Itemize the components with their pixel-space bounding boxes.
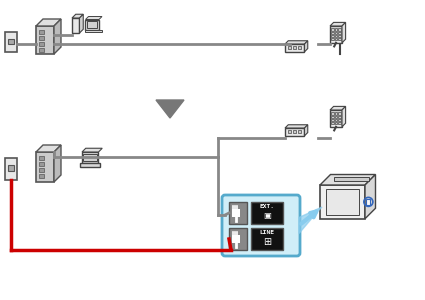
FancyBboxPatch shape [222,195,300,256]
FancyBboxPatch shape [335,32,337,34]
FancyBboxPatch shape [72,18,79,33]
FancyBboxPatch shape [288,130,291,133]
Polygon shape [330,22,346,26]
FancyBboxPatch shape [330,110,342,127]
Polygon shape [85,16,102,20]
FancyBboxPatch shape [338,32,341,34]
Text: ⊞: ⊞ [263,237,271,247]
FancyBboxPatch shape [366,199,370,205]
FancyBboxPatch shape [229,202,247,224]
Polygon shape [72,14,83,18]
FancyBboxPatch shape [39,36,44,40]
FancyBboxPatch shape [39,168,44,172]
Polygon shape [365,175,376,219]
Polygon shape [156,100,184,118]
Polygon shape [79,14,83,33]
FancyBboxPatch shape [39,30,44,34]
FancyBboxPatch shape [338,35,341,37]
Polygon shape [342,22,346,43]
FancyBboxPatch shape [85,30,102,32]
FancyBboxPatch shape [331,35,334,37]
Polygon shape [285,41,308,44]
Polygon shape [36,145,61,152]
FancyBboxPatch shape [293,130,296,133]
FancyBboxPatch shape [39,174,44,178]
Polygon shape [304,125,308,136]
FancyBboxPatch shape [39,162,44,166]
FancyBboxPatch shape [5,158,17,180]
FancyBboxPatch shape [331,112,334,115]
FancyBboxPatch shape [335,112,337,115]
FancyBboxPatch shape [335,28,337,31]
FancyBboxPatch shape [335,119,337,121]
FancyBboxPatch shape [326,189,359,215]
FancyBboxPatch shape [80,163,100,167]
FancyBboxPatch shape [82,152,99,163]
FancyBboxPatch shape [229,228,247,250]
Polygon shape [330,106,346,110]
Polygon shape [342,106,346,127]
FancyBboxPatch shape [331,119,334,121]
FancyBboxPatch shape [298,46,301,49]
FancyBboxPatch shape [335,116,337,118]
Polygon shape [320,175,376,185]
FancyBboxPatch shape [335,122,337,124]
FancyBboxPatch shape [87,21,97,28]
FancyBboxPatch shape [285,128,304,136]
FancyBboxPatch shape [39,42,44,46]
FancyBboxPatch shape [338,38,341,40]
Polygon shape [285,125,308,128]
Text: LINE: LINE [260,230,275,235]
FancyBboxPatch shape [331,38,334,40]
FancyBboxPatch shape [335,35,337,37]
FancyBboxPatch shape [36,152,54,182]
Polygon shape [304,41,308,52]
FancyBboxPatch shape [251,202,283,224]
Polygon shape [54,145,61,182]
FancyBboxPatch shape [36,26,54,54]
FancyBboxPatch shape [5,32,17,52]
Text: ▣: ▣ [263,211,271,220]
FancyBboxPatch shape [39,156,44,160]
FancyBboxPatch shape [335,38,337,40]
FancyBboxPatch shape [338,122,341,124]
FancyBboxPatch shape [232,235,240,243]
FancyBboxPatch shape [334,177,369,181]
Text: EXT.: EXT. [260,204,275,209]
FancyBboxPatch shape [8,165,14,171]
FancyBboxPatch shape [331,32,334,34]
Polygon shape [54,19,61,54]
FancyBboxPatch shape [251,228,283,250]
FancyBboxPatch shape [320,185,365,219]
FancyBboxPatch shape [285,44,304,52]
FancyBboxPatch shape [85,20,99,30]
FancyBboxPatch shape [293,46,296,49]
FancyBboxPatch shape [39,48,44,52]
Polygon shape [82,148,102,152]
FancyBboxPatch shape [232,209,240,217]
FancyBboxPatch shape [338,112,341,115]
FancyBboxPatch shape [338,116,341,118]
FancyBboxPatch shape [338,119,341,121]
FancyBboxPatch shape [298,130,301,133]
FancyBboxPatch shape [8,39,14,44]
FancyBboxPatch shape [288,46,291,49]
FancyBboxPatch shape [331,122,334,124]
FancyBboxPatch shape [331,28,334,31]
FancyBboxPatch shape [338,28,341,31]
FancyBboxPatch shape [331,116,334,118]
Polygon shape [299,207,322,233]
FancyBboxPatch shape [83,154,97,161]
Polygon shape [36,19,61,26]
FancyBboxPatch shape [330,26,342,43]
